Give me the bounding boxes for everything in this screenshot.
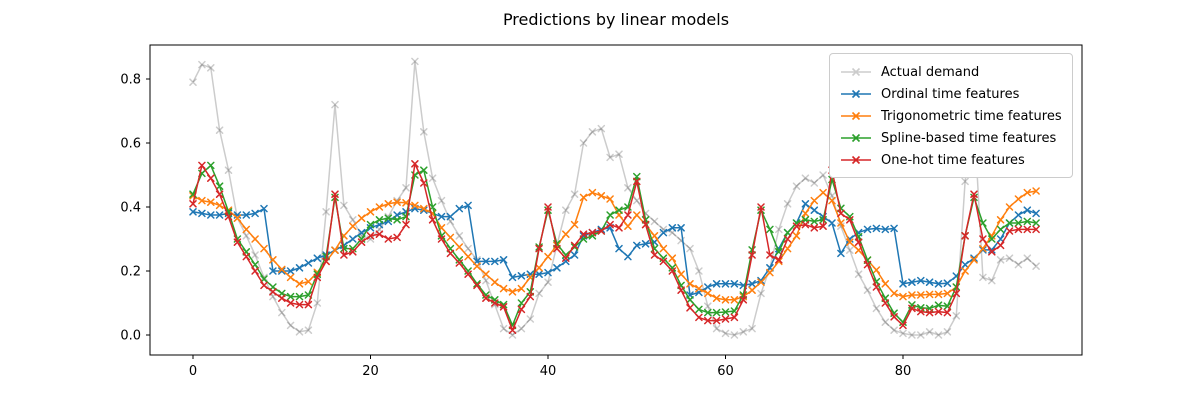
legend-marker-spline-based-time-features-icon xyxy=(841,133,871,143)
x-tick-label: 40 xyxy=(540,364,557,379)
axes-spines xyxy=(149,44,1083,356)
legend-item-ordinal-time-features: Ordinal time features xyxy=(839,83,1063,105)
y-tick-label: 0.4 xyxy=(120,201,141,216)
legend-marker-trigonometric-time-features-icon xyxy=(841,111,871,121)
legend-item-spline-based-time-features: Spline-based time features xyxy=(839,127,1063,149)
legend-item-one-hot-time-features: One-hot time features xyxy=(839,149,1063,171)
series-markers-trigonometric-time-features xyxy=(189,187,1040,304)
legend: Actual demand Ordinal time features Trigon… xyxy=(829,53,1073,178)
x-tick-label: 20 xyxy=(362,364,379,379)
y-tick-label: 0.6 xyxy=(120,137,141,152)
legend-item-trigonometric-time-features: Trigonometric time features xyxy=(839,105,1063,127)
legend-marker-ordinal-time-features-icon xyxy=(841,89,871,99)
x-tick-label: 60 xyxy=(717,364,734,379)
series-line-actual-demand xyxy=(192,60,1037,336)
legend-marker-actual-demand-icon xyxy=(841,67,871,77)
x-tick-label: 0 xyxy=(189,364,197,379)
legend-label-spline-based-time-features: Spline-based time features xyxy=(881,130,1057,146)
chart-title: Predictions by linear models xyxy=(502,10,730,29)
y-tick-label: 0.8 xyxy=(120,73,141,88)
y-tick-label: 0.0 xyxy=(120,329,141,344)
legend-marker-one-hot-time-features-icon xyxy=(841,155,871,165)
x-tick-label: 80 xyxy=(895,364,912,379)
legend-label-actual-demand: Actual demand xyxy=(881,64,980,80)
legend-item-actual-demand: Actual demand xyxy=(839,61,1063,83)
legend-label-one-hot-time-features: One-hot time features xyxy=(881,152,1025,168)
legend-label-ordinal-time-features: Ordinal time features xyxy=(881,86,1020,102)
legend-label-trigonometric-time-features: Trigonometric time features xyxy=(881,108,1062,124)
series-markers-ordinal-time-features xyxy=(189,200,1040,299)
y-tick-label: 0.2 xyxy=(120,265,141,280)
series-markers-one-hot-time-features xyxy=(189,160,1040,334)
